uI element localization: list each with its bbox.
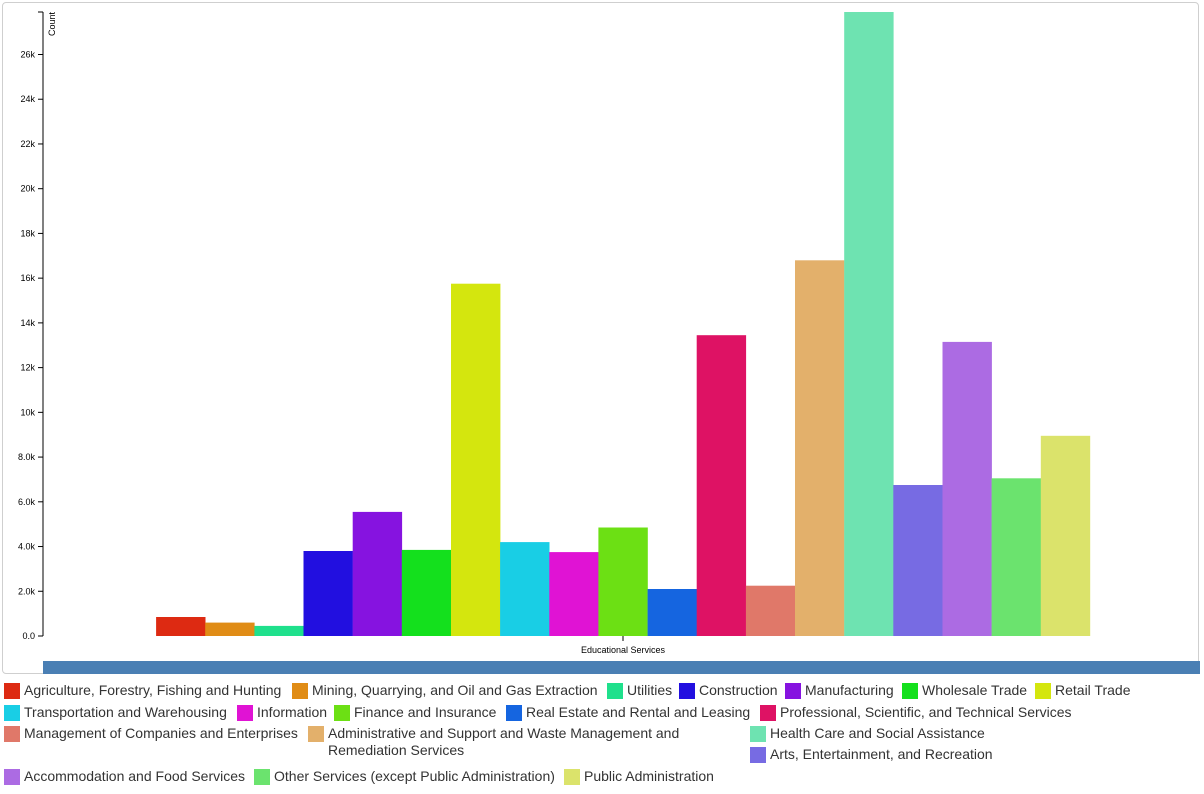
y-tick-label: 20k (20, 184, 35, 194)
legend-item[interactable]: Public Administration (564, 768, 714, 785)
legend-label: Public Administration (584, 768, 714, 784)
y-tick-label: 12k (20, 363, 35, 373)
legend-label: Mining, Quarrying, and Oil and Gas Extra… (312, 682, 598, 698)
bar[interactable] (254, 625, 304, 636)
legend-item[interactable]: Real Estate and Rental and Leasing (506, 704, 750, 721)
legend: Agriculture, Forestry, Fishing and Hunti… (4, 682, 1200, 792)
bar[interactable] (549, 552, 599, 636)
legend-swatch (4, 705, 20, 721)
legend-label: Retail Trade (1055, 682, 1131, 698)
y-axis: 0.0 2.0k 4.0k 6.0k 8.0k 10k 12k 14k 16k 18k 20k 22k… (18, 11, 44, 641)
legend-swatch (760, 705, 776, 721)
legend-item[interactable]: Mining, Quarrying, and Oil and Gas Extra… (292, 682, 598, 699)
bar[interactable] (795, 260, 845, 636)
legend-swatch (254, 769, 270, 785)
legend-item[interactable]: Professional, Scientific, and Technical … (760, 704, 1072, 721)
legend-item[interactable]: Arts, Entertainment, and Recreation (750, 746, 993, 763)
bars (156, 12, 1091, 637)
bar[interactable] (647, 589, 697, 636)
legend-item[interactable]: Wholesale Trade (902, 682, 1027, 699)
y-axis-label: Count (47, 12, 57, 37)
legend-item[interactable]: Other Services (except Public Administra… (254, 768, 555, 785)
legend-item[interactable]: Manufacturing (785, 682, 894, 699)
y-tick-label: 8.0k (18, 452, 36, 462)
legend-swatch (902, 683, 918, 699)
legend-label: Agriculture, Forestry, Fishing and Hunti… (24, 682, 282, 698)
bar[interactable] (893, 485, 943, 636)
legend-swatch (750, 747, 766, 763)
legend-label: Management of Companies and Enterprises (24, 725, 298, 741)
bar[interactable] (942, 341, 992, 636)
bar[interactable] (991, 478, 1041, 636)
legend-label: Transportation and Warehousing (24, 704, 227, 720)
y-tick-label: 16k (20, 273, 35, 283)
y-tick-label: 2.0k (18, 586, 36, 596)
legend-label: Utilities (627, 682, 673, 698)
legend-item[interactable]: Utilities (607, 682, 672, 699)
bar[interactable] (844, 12, 894, 636)
y-tick-label: 4.0k (18, 542, 36, 552)
legend-label: Other Services (except Public Administra… (274, 768, 555, 784)
legend-item[interactable]: Management of Companies and Enterprises (4, 725, 298, 742)
legend-label: Health Care and Social Assistance (770, 725, 985, 741)
bar[interactable] (352, 511, 403, 636)
legend-label: Information (257, 704, 328, 720)
legend-item[interactable]: Transportation and Warehousing (4, 704, 227, 721)
legend-swatch (607, 683, 623, 699)
legend-swatch (4, 683, 20, 699)
y-tick-label: 10k (20, 407, 35, 417)
legend-swatch (237, 705, 253, 721)
y-tick-label: 22k (20, 139, 35, 149)
legend-label: Construction (699, 682, 778, 698)
legend-label: Real Estate and Rental and Leasing (526, 704, 751, 720)
legend-swatch (785, 683, 801, 699)
legend-item[interactable]: Health Care and Social Assistance (750, 725, 985, 742)
x-axis: Educational Services (581, 636, 666, 655)
legend-item[interactable]: Agriculture, Forestry, Fishing and Hunti… (4, 682, 281, 699)
legend-swatch (564, 769, 580, 785)
legend-label: Finance and Insurance (354, 704, 497, 720)
bar[interactable] (401, 549, 452, 636)
legend-swatch (4, 769, 20, 785)
y-tick-label: 0.0 (22, 631, 35, 641)
legend-label: Wholesale Trade (922, 682, 1028, 698)
legend-item[interactable]: Accommodation and Food Services (4, 768, 245, 785)
legend-item[interactable]: Retail Trade (1035, 682, 1130, 699)
legend-swatch (750, 726, 766, 742)
legend-label: Administrative and Support and Waste Man… (328, 725, 680, 758)
bar[interactable] (500, 542, 550, 636)
legend-item[interactable]: Information (237, 704, 327, 721)
legend-item[interactable]: Construction (679, 682, 778, 699)
bar[interactable] (303, 551, 353, 636)
bar[interactable] (745, 585, 796, 636)
y-tick-label: 24k (20, 94, 35, 104)
legend-swatch (292, 683, 308, 699)
legend-label: Manufacturing (805, 682, 894, 698)
horizontal-scrollbar[interactable] (43, 661, 1200, 674)
legend-item[interactable]: Administrative and Support and Waste Man… (308, 725, 708, 759)
y-tick-label: 6.0k (18, 497, 36, 507)
legend-swatch (1035, 683, 1051, 699)
bar[interactable] (205, 622, 255, 636)
bar[interactable] (451, 283, 501, 636)
legend-item[interactable]: Finance and Insurance (334, 704, 496, 721)
legend-swatch (4, 726, 20, 742)
y-tick-label: 18k (20, 228, 35, 238)
legend-label: Professional, Scientific, and Technical … (780, 704, 1072, 720)
bar[interactable] (598, 527, 648, 637)
x-tick-label: Educational Services (581, 645, 666, 655)
legend-label: Accommodation and Food Services (24, 768, 245, 784)
legend-swatch (334, 705, 350, 721)
y-tick-label: 26k (20, 49, 35, 59)
bar[interactable] (696, 335, 747, 636)
bar[interactable] (156, 617, 206, 636)
bar[interactable] (1040, 435, 1091, 636)
legend-swatch (308, 726, 324, 742)
legend-swatch (506, 705, 522, 721)
legend-label: Arts, Entertainment, and Recreation (770, 746, 993, 762)
y-tick-label: 14k (20, 318, 35, 328)
legend-swatch (679, 683, 695, 699)
